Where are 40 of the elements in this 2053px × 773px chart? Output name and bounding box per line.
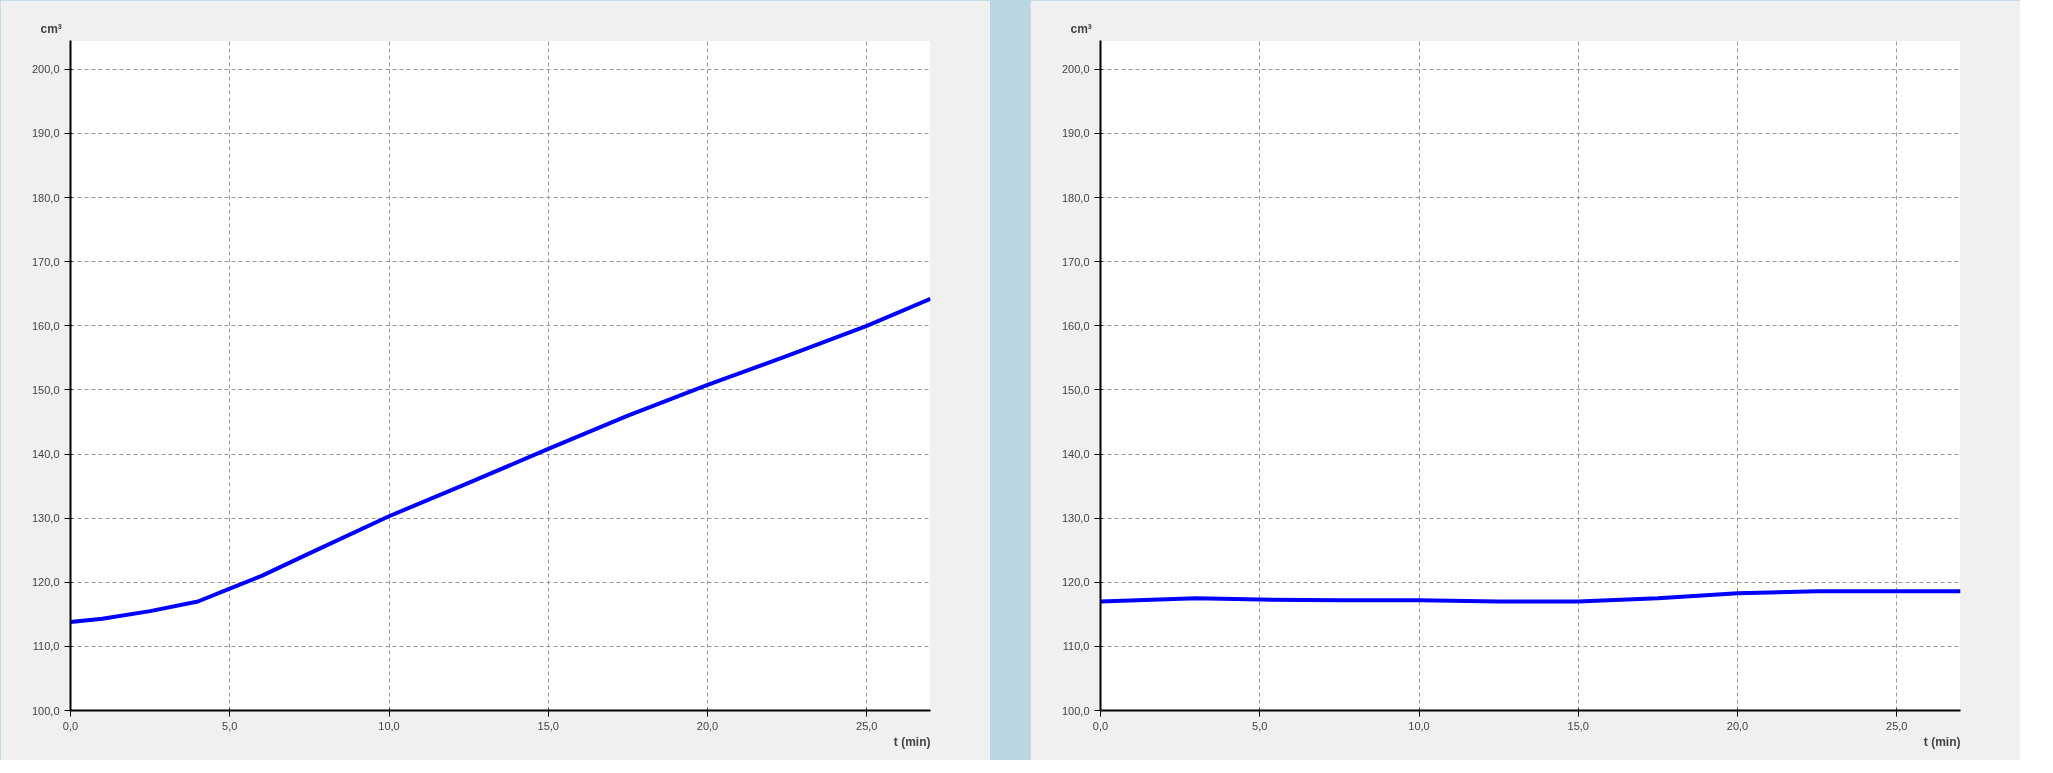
x-axis-title: t (min): [1923, 734, 1961, 749]
x-tick-label: 15,0: [537, 719, 559, 732]
x-tick-label: 5,0: [1252, 719, 1268, 732]
y-tick-label: 150,0: [1061, 383, 1090, 396]
line-series: [70, 296, 931, 625]
x-tick-label: 15,0: [1567, 719, 1589, 732]
y-tick-label: 200,0: [31, 63, 60, 76]
y-tick-label: 130,0: [1061, 512, 1090, 525]
x-tick-label: 20,0: [1726, 719, 1749, 732]
x-tick-label: 0,0: [1092, 719, 1109, 732]
x-axis-title: t (min): [893, 734, 931, 749]
y-tick-label: 150,0: [31, 383, 60, 396]
x-tick-label: 10,0: [378, 719, 400, 732]
y-tick-label: 190,0: [1061, 127, 1090, 140]
y-tick-label: 180,0: [1061, 191, 1090, 204]
y-tick-label: 120,0: [1061, 576, 1090, 589]
x-tick-label: 25,0: [1886, 719, 1908, 732]
y-tick-label: 160,0: [1061, 319, 1090, 332]
x-tick-label: 10,0: [1408, 719, 1430, 732]
x-tick-label: 20,0: [696, 719, 719, 732]
y-tick-label: 110,0: [32, 640, 60, 653]
y-tick-label: 100,0: [1061, 704, 1090, 717]
x-tick-label: 5,0: [222, 719, 238, 732]
y-tick-label: 190,0: [31, 127, 60, 140]
y-tick-label: 170,0: [31, 255, 60, 268]
y-tick-label: 110,0: [1062, 640, 1090, 653]
y-tick-label: 140,0: [31, 448, 60, 461]
y-tick-label: 130,0: [31, 512, 60, 525]
y-axis-title: cm³: [40, 21, 62, 36]
y-tick-label: 160,0: [31, 319, 60, 332]
y-tick-label: 170,0: [1061, 255, 1090, 268]
x-tick-label: 0,0: [62, 719, 79, 732]
y-tick-label: 180,0: [31, 191, 60, 204]
y-tick-label: 120,0: [31, 576, 60, 589]
line-series: [1100, 589, 1961, 604]
y-tick-label: 200,0: [1061, 63, 1090, 76]
y-axis-title: cm³: [1070, 21, 1092, 36]
y-tick-label: 140,0: [1061, 448, 1090, 461]
y-tick-label: 100,0: [31, 704, 60, 717]
x-tick-label: 25,0: [856, 719, 878, 732]
